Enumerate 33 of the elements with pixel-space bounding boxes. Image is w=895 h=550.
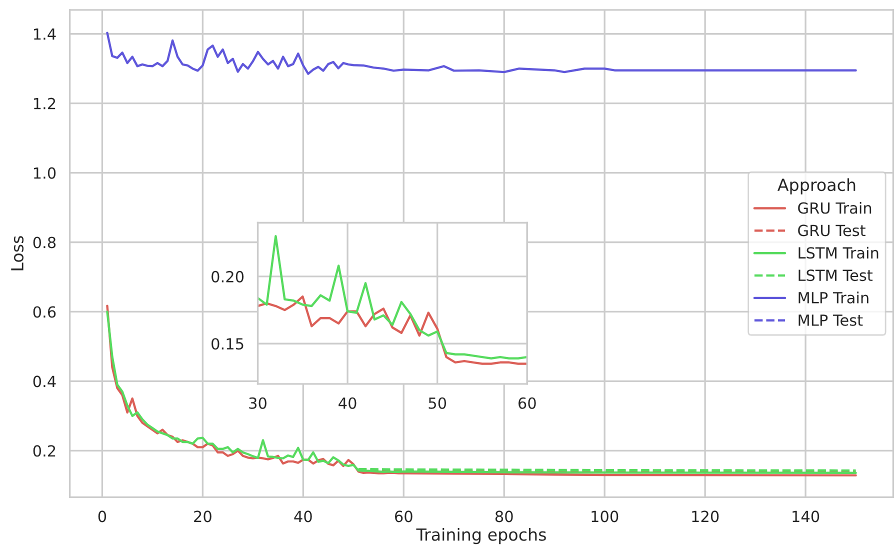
x-tick-label: 40 [294,510,312,522]
y-tick-label: 0.20 [212,270,244,282]
y-tick-label: 0.2 [33,445,56,457]
y-tick-label: 0.4 [33,376,56,388]
y-tick-label: 0.15 [212,338,244,350]
x-tick-label: 60 [394,510,412,522]
x-tick-label: 80 [495,510,513,522]
legend-label: MLP Train [798,292,868,304]
x-tick-label: 50 [428,397,446,409]
x-tick-label: 40 [338,397,356,409]
x-tick-label: 100 [592,510,618,522]
legend-label: GRU Test [798,224,866,236]
legend-label: LSTM Test [798,270,873,282]
x-tick-label: 0 [98,510,106,522]
legend-label: LSTM Train [798,246,878,259]
line-series [106,32,857,75]
x-tick-label: 30 [249,397,266,409]
y-tick-label: 1.0 [34,167,56,179]
y-tick-label: 0.8 [33,236,56,248]
y-tick-label: 0.6 [33,306,56,318]
x-tick-label: 120 [692,510,719,522]
y-axis-title: Loss [11,236,24,270]
x-tick-label: 20 [194,510,212,522]
legend-label: MLP Test [798,314,863,326]
y-tick-label: 1.2 [34,98,56,110]
x-tick-label: 140 [792,510,820,522]
line-series [258,296,528,365]
legend-label: GRU Train [798,202,872,214]
legend-title: Approach [778,178,856,194]
x-tick-label: 60 [518,397,536,409]
y-tick-label: 1.4 [34,28,56,40]
x-axis-title: Training epochs [416,528,546,544]
line-series [258,235,528,360]
